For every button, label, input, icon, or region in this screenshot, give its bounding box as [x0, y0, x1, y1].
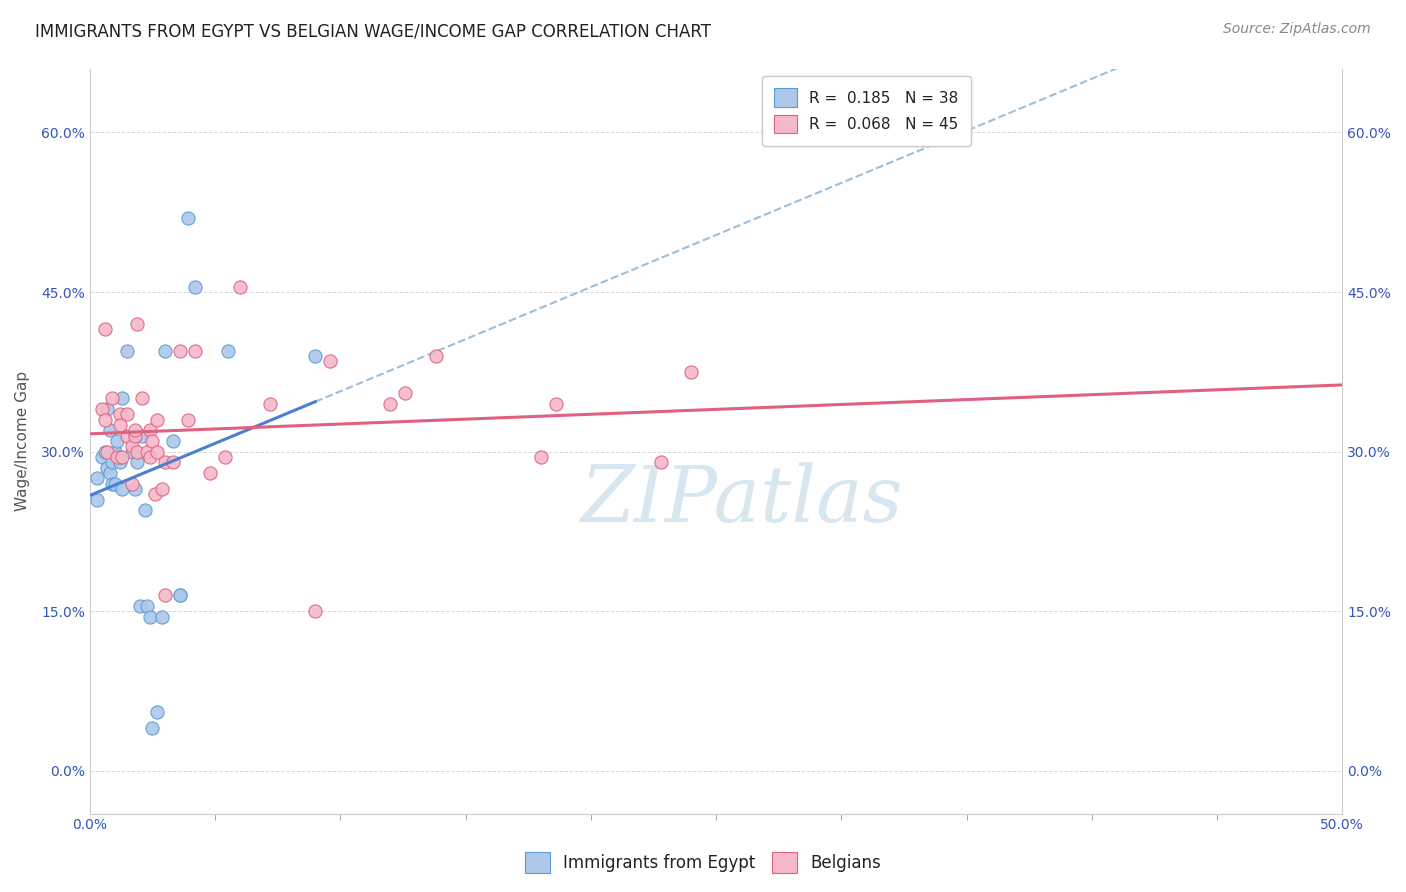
Point — [176, 413, 198, 427]
Point — [108, 418, 131, 433]
Point — [96, 460, 118, 475]
Point — [108, 450, 131, 464]
Point — [136, 444, 159, 458]
Point — [105, 450, 128, 464]
Point — [105, 434, 128, 448]
Y-axis label: Wage/Income Gap: Wage/Income Gap — [15, 371, 30, 511]
Point — [124, 423, 146, 437]
Point — [146, 444, 169, 458]
Point — [127, 444, 149, 458]
Point — [153, 588, 176, 602]
Point — [198, 466, 221, 480]
Point — [91, 402, 114, 417]
Point — [146, 706, 169, 720]
Point — [94, 322, 117, 336]
Point — [117, 428, 139, 442]
Point — [394, 386, 416, 401]
Point — [94, 444, 117, 458]
Point — [650, 455, 672, 469]
Point — [124, 428, 146, 442]
Point — [96, 444, 118, 458]
Point — [176, 211, 198, 225]
Point — [679, 365, 702, 379]
Point — [143, 487, 166, 501]
Point — [104, 476, 127, 491]
Point — [131, 392, 153, 406]
Point — [127, 317, 149, 331]
Text: IMMIGRANTS FROM EGYPT VS BELGIAN WAGE/INCOME GAP CORRELATION CHART: IMMIGRANTS FROM EGYPT VS BELGIAN WAGE/IN… — [35, 22, 711, 40]
Point — [98, 466, 121, 480]
Point — [111, 450, 134, 464]
Point — [162, 455, 184, 469]
Point — [108, 408, 131, 422]
Point — [134, 503, 156, 517]
Point — [111, 482, 134, 496]
Point — [131, 428, 153, 442]
Point — [169, 588, 191, 602]
Point — [121, 476, 143, 491]
Point — [152, 609, 174, 624]
Point — [104, 444, 127, 458]
Legend: R =  0.185   N = 38, R =  0.068   N = 45: R = 0.185 N = 38, R = 0.068 N = 45 — [762, 76, 970, 145]
Point — [117, 343, 139, 358]
Point — [136, 599, 159, 613]
Point — [108, 455, 131, 469]
Point — [117, 408, 139, 422]
Point — [304, 604, 326, 618]
Point — [101, 455, 124, 469]
Point — [91, 450, 114, 464]
Point — [169, 343, 191, 358]
Point — [124, 428, 146, 442]
Point — [162, 434, 184, 448]
Point — [217, 343, 239, 358]
Point — [146, 413, 169, 427]
Point — [121, 444, 143, 458]
Point — [129, 599, 152, 613]
Point — [152, 482, 174, 496]
Text: ZIPatlas: ZIPatlas — [579, 462, 903, 539]
Point — [96, 402, 118, 417]
Point — [141, 434, 163, 448]
Point — [153, 343, 176, 358]
Point — [86, 471, 108, 485]
Point — [139, 609, 162, 624]
Point — [124, 482, 146, 496]
Point — [153, 455, 176, 469]
Point — [141, 722, 163, 736]
Point — [139, 450, 162, 464]
Point — [94, 413, 117, 427]
Point — [319, 354, 342, 368]
Point — [544, 397, 567, 411]
Point — [229, 279, 252, 293]
Point — [121, 439, 143, 453]
Point — [169, 588, 191, 602]
Point — [101, 392, 124, 406]
Point — [184, 279, 207, 293]
Point — [304, 349, 326, 363]
Point — [530, 450, 553, 464]
Point — [111, 392, 134, 406]
Point — [380, 397, 402, 411]
Text: Source: ZipAtlas.com: Source: ZipAtlas.com — [1223, 22, 1371, 37]
Point — [101, 476, 124, 491]
Point — [127, 455, 149, 469]
Point — [86, 492, 108, 507]
Point — [425, 349, 447, 363]
Point — [139, 423, 162, 437]
Point — [259, 397, 281, 411]
Legend: Immigrants from Egypt, Belgians: Immigrants from Egypt, Belgians — [519, 846, 887, 880]
Point — [184, 343, 207, 358]
Point — [98, 423, 121, 437]
Point — [214, 450, 236, 464]
